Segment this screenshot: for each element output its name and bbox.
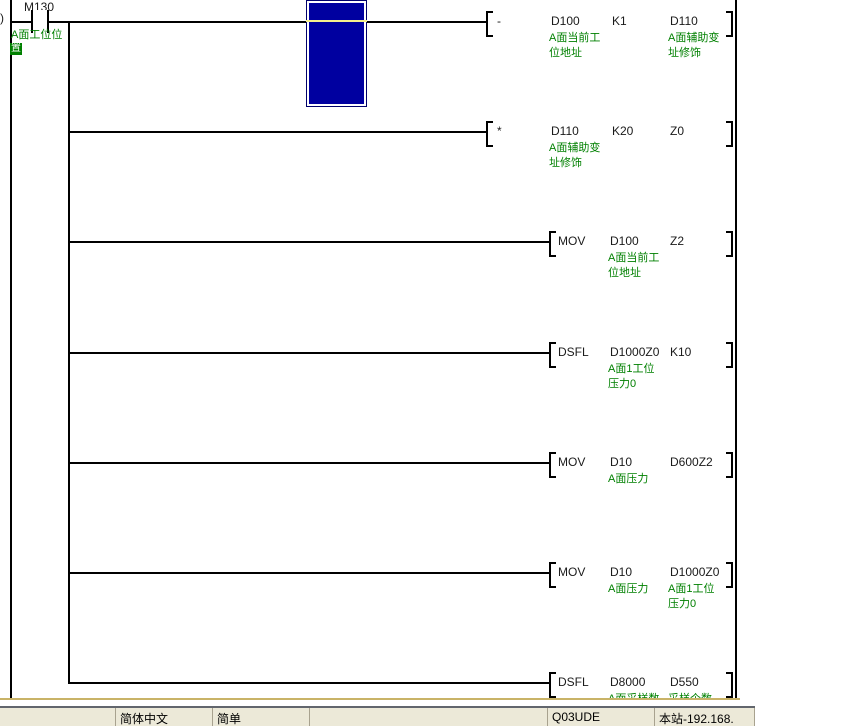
rung-line: [68, 241, 549, 243]
rung-line: [68, 682, 549, 684]
device-operand[interactable]: D1000Z0: [610, 345, 660, 359]
device-comment: A面当前工: [608, 252, 660, 264]
instruction-close-bracket: [726, 562, 733, 588]
rung-line: [68, 352, 549, 354]
device-operand[interactable]: D10: [610, 455, 633, 469]
selection-cursor[interactable]: [306, 0, 367, 107]
device-comment: A面压力: [608, 583, 649, 595]
device-comment: 址修饰: [668, 47, 701, 59]
device-operand[interactable]: D1000Z0: [670, 565, 720, 579]
instruction-open-bracket: [486, 11, 493, 37]
device-operand[interactable]: D8000: [610, 675, 646, 689]
device-operand[interactable]: D100: [610, 234, 639, 248]
device-operand[interactable]: K10: [670, 345, 692, 359]
device-comment: 址修饰: [549, 157, 582, 169]
status-segment-1: 简体中文: [116, 708, 213, 726]
instruction-close-bracket: [726, 231, 733, 257]
instruction-close-bracket: [726, 11, 733, 37]
instruction-mnemonic[interactable]: -: [497, 14, 501, 28]
rung-line: [10, 21, 486, 23]
device-comment: 压力0: [608, 378, 637, 390]
device-operand[interactable]: D10: [610, 565, 633, 579]
device-operand[interactable]: D100: [551, 14, 580, 28]
rung-line: [68, 462, 549, 464]
device-operand[interactable]: K20: [612, 124, 634, 138]
selection-rung-line: [306, 20, 367, 22]
instruction-close-bracket: [726, 342, 733, 368]
device-comment: A面1工位: [608, 363, 655, 375]
contact-comment: A面工位位: [11, 29, 63, 41]
device-comment: A面辅助变: [668, 32, 720, 44]
instruction-mnemonic[interactable]: DSFL: [558, 675, 589, 689]
ladder-edit-area[interactable]: ) - D100 A面当前工 位地址 K1 D110 A面辅助变 址修饰 * D110 A面辅助变 址修…: [0, 0, 864, 706]
instruction-open-bracket: [549, 562, 556, 588]
device-operand[interactable]: D550: [670, 675, 699, 689]
instruction-mnemonic[interactable]: DSFL: [558, 345, 589, 359]
device-operand[interactable]: D110: [670, 14, 698, 28]
device-comment: 压力0: [668, 598, 697, 610]
device-comment: 位地址: [608, 267, 641, 279]
left-power-rail: [10, 0, 12, 699]
ladder-bottom-rule: [0, 698, 740, 700]
instruction-mnemonic[interactable]: MOV: [558, 565, 586, 579]
device-comment: A面当前工: [549, 32, 601, 44]
device-comment: A面压力: [608, 473, 649, 485]
instruction-mnemonic[interactable]: MOV: [558, 234, 586, 248]
contact-comment-highlight: 置: [10, 43, 22, 55]
instruction-open-bracket: [549, 672, 556, 698]
right-power-rail: [735, 0, 737, 699]
instruction-mnemonic[interactable]: *: [497, 124, 502, 138]
status-segment-5: 本站-192.168.: [655, 708, 755, 726]
instruction-mnemonic[interactable]: MOV: [558, 455, 586, 469]
instruction-open-bracket: [549, 231, 556, 257]
ladder-bottom-cover: [0, 700, 755, 706]
device-comment: A面1工位: [668, 583, 715, 595]
device-operand[interactable]: D110: [551, 124, 579, 138]
instruction-open-bracket: [486, 121, 493, 147]
instruction-open-bracket: [549, 342, 556, 368]
status-segment-0: [0, 708, 116, 726]
status-bar: 简体中文 简单 Q03UDE 本站-192.168.: [0, 706, 755, 726]
device-operand[interactable]: Z2: [670, 234, 685, 248]
device-operand[interactable]: K1: [612, 14, 627, 28]
status-segment-4: Q03UDE: [548, 708, 655, 726]
status-segment-2: 简单: [213, 708, 310, 726]
status-segment-3: [310, 708, 548, 726]
rung-line: [68, 131, 486, 133]
rung-line: [68, 572, 549, 574]
device-operand[interactable]: Z0: [670, 124, 685, 138]
rising-edge-contact[interactable]: [31, 10, 49, 33]
instruction-close-bracket: [726, 452, 733, 478]
instruction-close-bracket: [726, 672, 733, 698]
instruction-close-bracket: [726, 121, 733, 147]
step-number-fragment: ): [0, 11, 4, 25]
device-comment: 位地址: [549, 47, 582, 59]
instruction-open-bracket: [549, 452, 556, 478]
device-operand[interactable]: D600Z2: [670, 455, 713, 469]
device-comment: A面辅助变: [549, 142, 601, 154]
